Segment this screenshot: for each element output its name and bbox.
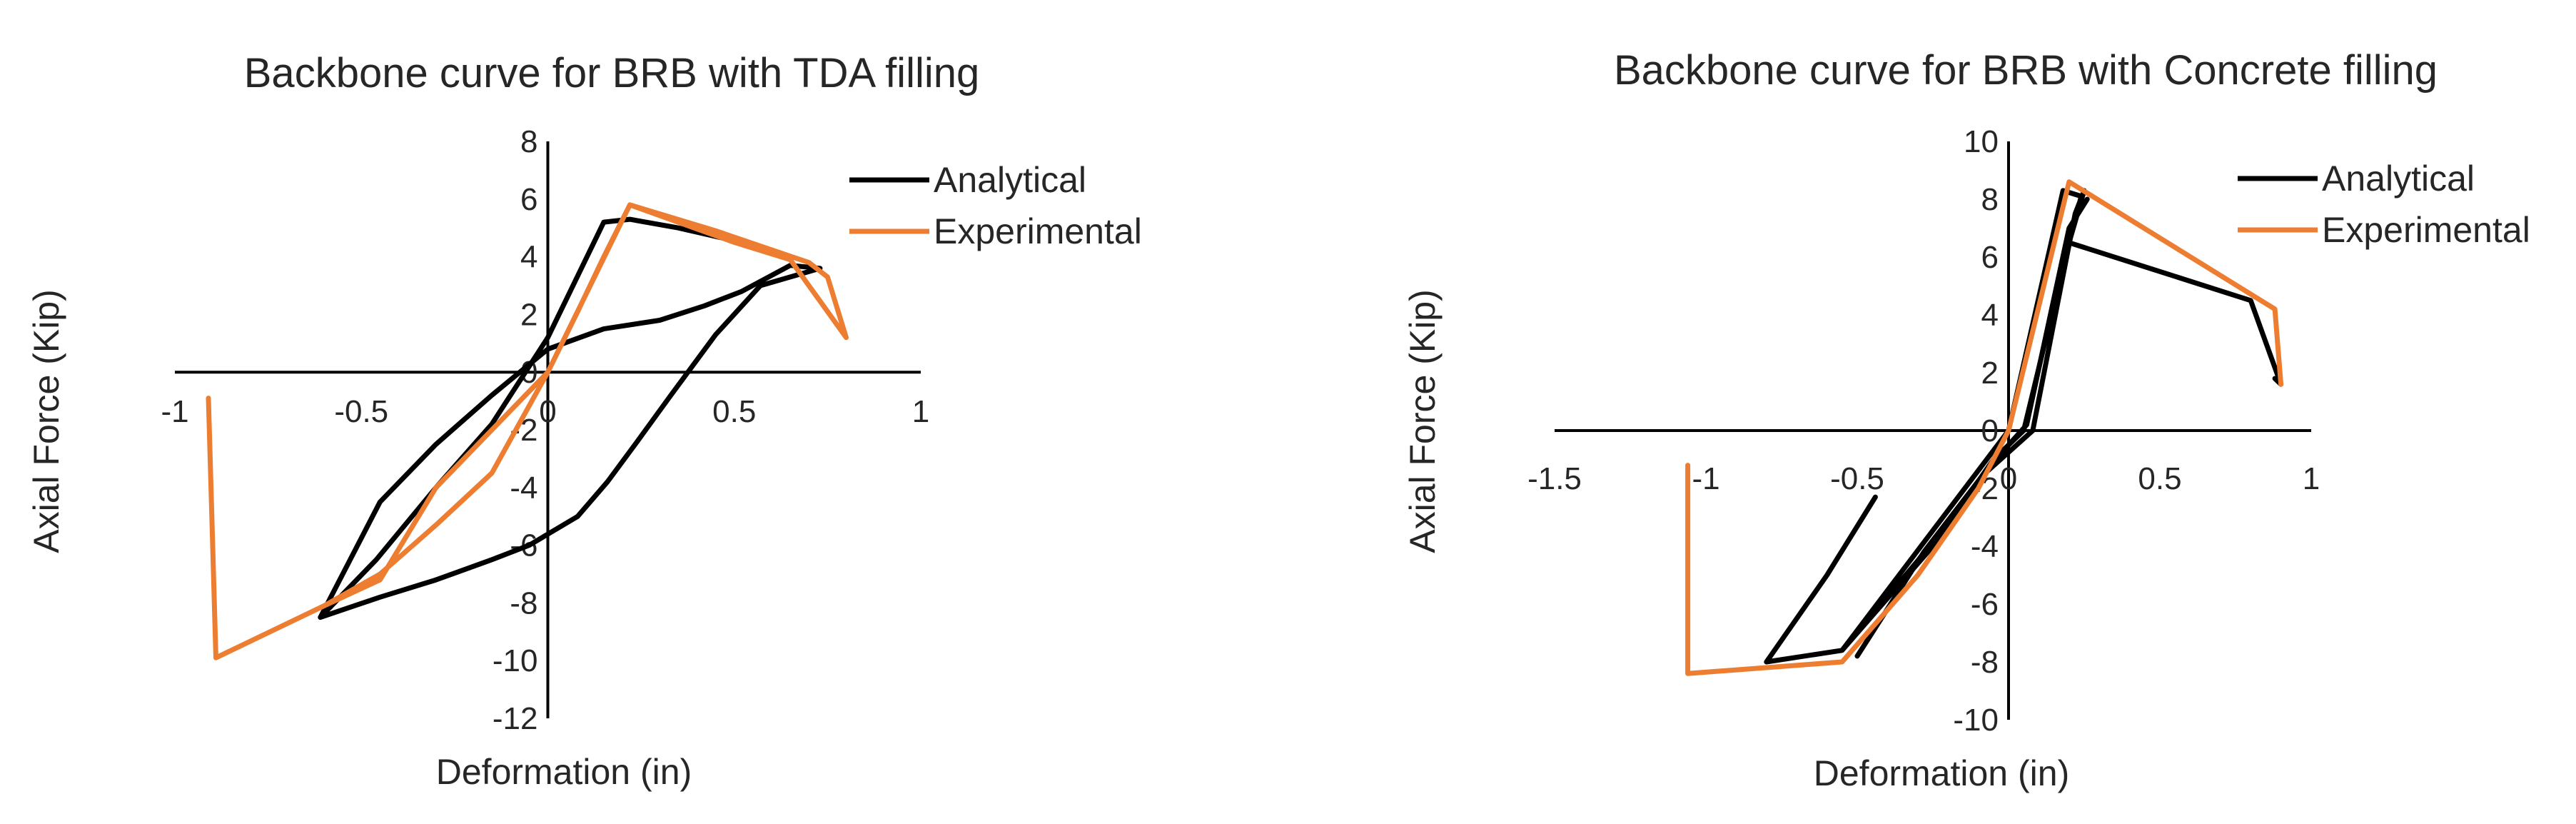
legend-label: Analytical: [934, 160, 1086, 200]
y-tick-label: 0: [1981, 413, 1999, 448]
y-tick-label: 4: [1981, 298, 1999, 333]
y-tick-label: 10: [1964, 124, 1999, 159]
chart-title: Backbone curve for BRB with TDA filling: [244, 50, 980, 96]
x-tick-label: 0.5: [2138, 461, 2181, 496]
x-tick-label: 0: [2000, 461, 2017, 496]
y-tick-label: 4: [520, 240, 537, 275]
y-tick-label: 8: [520, 124, 537, 159]
legend-label: Analytical: [2322, 159, 2475, 199]
legend-label: Experimental: [2322, 210, 2530, 250]
chart-title: Backbone curve for BRB with Concrete fil…: [1614, 47, 2438, 94]
y-tick-label: -6: [1971, 587, 1999, 622]
x-tick-label: -1: [161, 394, 188, 429]
y-tick-label: -12: [493, 701, 538, 736]
x-tick-label: 1: [912, 394, 929, 429]
y-tick-label: 8: [1981, 182, 1999, 217]
x-tick-label: 1: [2303, 461, 2320, 496]
y-axis-title: Axial Force (Kip): [1403, 289, 1443, 553]
x-tick-label: -1: [1692, 461, 1719, 496]
y-tick-label: 6: [520, 182, 537, 217]
y-tick-label: 6: [1981, 240, 1999, 275]
y-tick-label: -8: [1971, 645, 1999, 680]
x-tick-label: 0: [539, 394, 556, 429]
x-axis-title: Deformation (in): [436, 752, 692, 792]
series-line-experimental: [206, 202, 849, 660]
x-tick-label: -0.5: [1830, 461, 1884, 496]
y-tick-label: 2: [520, 297, 537, 332]
chart-tda: Backbone curve for BRB with TDA filling -…: [26, 50, 1142, 792]
y-tick-label: -8: [510, 586, 537, 620]
y-tick-label: -10: [1953, 703, 1999, 738]
series-line-analytical: [318, 216, 823, 620]
series-line-analytical-inner: [1854, 196, 2090, 659]
chart-concrete: Backbone curve for BRB with Concrete fil…: [1403, 47, 2530, 793]
y-tick-label: -4: [510, 471, 537, 506]
x-tick-label: 0.5: [712, 394, 756, 429]
legend-label: Experimental: [934, 211, 1142, 251]
y-axis-title: Axial Force (Kip): [26, 289, 66, 553]
y-tick-label: -4: [1971, 529, 1999, 564]
y-tick-label: 2: [1981, 356, 1999, 391]
x-tick-label: -1.5: [1527, 461, 1582, 496]
x-axis-title: Deformation (in): [1814, 753, 2069, 793]
y-tick-label: -10: [493, 643, 538, 678]
series-line-experimental: [1685, 179, 2284, 676]
x-tick-label: -0.5: [334, 394, 388, 429]
